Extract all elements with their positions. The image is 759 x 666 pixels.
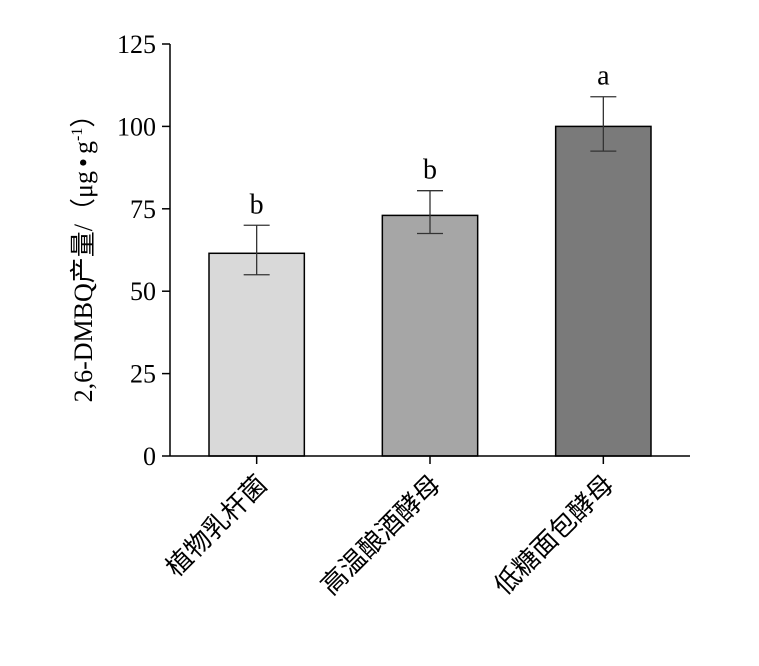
- category-label: 植物乳杆菌: [160, 470, 273, 583]
- bar: [381, 214, 479, 457]
- y-tick-label: 25: [130, 360, 156, 389]
- y-axis-title-main: 2,6-DMBQ产量/（μg: [69, 171, 98, 402]
- y-axis-ticks: 0 25 50 75 100 125: [117, 30, 170, 471]
- significance-letters: b b a: [250, 61, 610, 221]
- y-tick-label: 75: [130, 195, 156, 224]
- y-tick-label: 100: [117, 112, 156, 141]
- error-bars: [243, 96, 617, 276]
- category-label: 高温酿酒酵母: [315, 470, 447, 602]
- significance-letter: b: [423, 155, 437, 186]
- bars: [208, 125, 652, 457]
- y-axis-title: 2,6-DMBQ产量/（μg • g-1）: [69, 102, 98, 403]
- y-tick-label: 0: [143, 442, 156, 471]
- category-labels: 植物乳杆菌 高温酿酒酵母 低糖面包酵母: [160, 470, 620, 602]
- category-label: 低糖面包酵母: [489, 470, 621, 602]
- bar: [554, 125, 652, 457]
- y-tick-label: 125: [117, 30, 156, 59]
- y-tick-label: 50: [130, 277, 156, 306]
- significance-letter: b: [250, 189, 264, 220]
- y-axis-title-dot: •: [69, 158, 98, 167]
- y-axis-title-close: ）: [69, 102, 98, 128]
- y-axis-title-sup: -1: [69, 128, 86, 141]
- significance-letter: a: [597, 61, 610, 92]
- x-axis-ticks: [255, 456, 605, 464]
- bar: [208, 252, 306, 457]
- y-axis-title-unit: g: [69, 141, 98, 154]
